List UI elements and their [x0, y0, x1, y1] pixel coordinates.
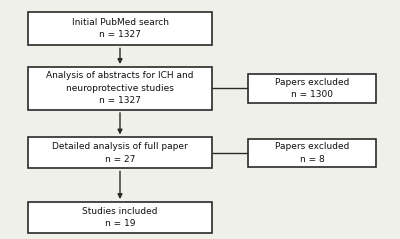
FancyBboxPatch shape — [248, 139, 376, 167]
Text: Papers excluded
n = 1300: Papers excluded n = 1300 — [275, 78, 349, 99]
FancyBboxPatch shape — [28, 67, 212, 110]
FancyBboxPatch shape — [28, 202, 212, 233]
Text: Initial PubMed search
n = 1327: Initial PubMed search n = 1327 — [72, 18, 168, 39]
Text: Detailed analysis of full paper
n = 27: Detailed analysis of full paper n = 27 — [52, 142, 188, 164]
FancyBboxPatch shape — [28, 12, 212, 45]
FancyBboxPatch shape — [248, 74, 376, 103]
Text: Studies included
n = 19: Studies included n = 19 — [82, 207, 158, 228]
FancyBboxPatch shape — [28, 137, 212, 168]
Text: Analysis of abstracts for ICH and
neuroprotective studies
n = 1327: Analysis of abstracts for ICH and neurop… — [46, 71, 194, 105]
Text: Papers excluded
n = 8: Papers excluded n = 8 — [275, 142, 349, 164]
